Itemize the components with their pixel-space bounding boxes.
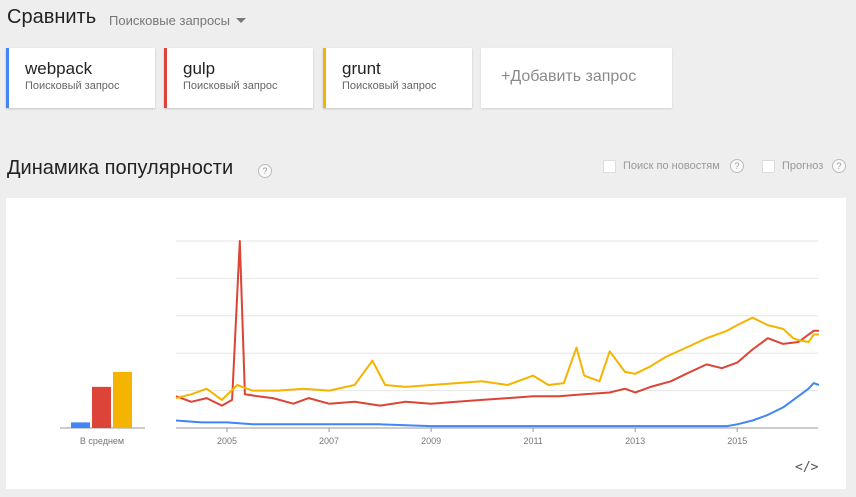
term-name: webpack: [25, 59, 93, 78]
term-color-bar: [6, 48, 9, 108]
chevron-down-icon: [236, 18, 247, 23]
add-query-button[interactable]: +Добавить запрос: [481, 48, 672, 108]
help-icon[interactable]: ?: [258, 164, 272, 178]
series-line-gulp: [175, 240, 819, 407]
avg-bar-gulp: [92, 386, 111, 428]
help-icon[interactable]: ?: [832, 159, 846, 173]
term-card-grunt[interactable]: grunt Поисковый запрос: [323, 48, 472, 108]
series-line-webpack: [175, 382, 820, 428]
series-line-grunt: [175, 316, 819, 401]
search-type-dropdown[interactable]: Поисковые запросы: [109, 13, 247, 28]
term-color-bar: [164, 48, 167, 108]
x-tick-label: 2005: [217, 436, 237, 446]
news-search-checkbox[interactable]: [603, 160, 616, 173]
section-title: Динамика популярности: [7, 157, 234, 179]
avg-bar-webpack: [71, 422, 90, 428]
search-type-dropdown-label: Поисковые запросы: [109, 13, 231, 28]
term-name: gulp: [183, 59, 216, 78]
x-tick-label: 2013: [625, 436, 645, 446]
x-tick-label: 2009: [421, 436, 441, 446]
term-type: Поисковый запрос: [25, 80, 120, 92]
term-color-bar: [323, 48, 326, 108]
avg-label: В среднем: [80, 436, 124, 446]
term-card-webpack[interactable]: webpack Поисковый запрос: [6, 48, 155, 108]
x-tick-label: 2015: [727, 436, 747, 446]
avg-bar-grunt: [113, 371, 132, 428]
term-name: grunt: [342, 59, 381, 78]
term-type: Поисковый запрос: [183, 80, 278, 92]
page-title: Сравнить: [7, 6, 97, 28]
forecast-label: Прогноз: [782, 160, 824, 172]
term-card-gulp[interactable]: gulp Поисковый запрос: [164, 48, 313, 108]
help-icon[interactable]: ?: [730, 159, 744, 173]
x-tick-label: 2007: [319, 436, 339, 446]
term-type: Поисковый запрос: [342, 80, 437, 92]
news-search-label: Поиск по новостям: [623, 160, 720, 172]
add-query-label: +Добавить запрос: [501, 68, 637, 85]
x-tick-label: 2011: [523, 436, 542, 446]
embed-code-icon[interactable]: </>: [795, 460, 819, 475]
forecast-checkbox[interactable]: [762, 160, 775, 173]
trend-chart-card: [6, 198, 846, 489]
